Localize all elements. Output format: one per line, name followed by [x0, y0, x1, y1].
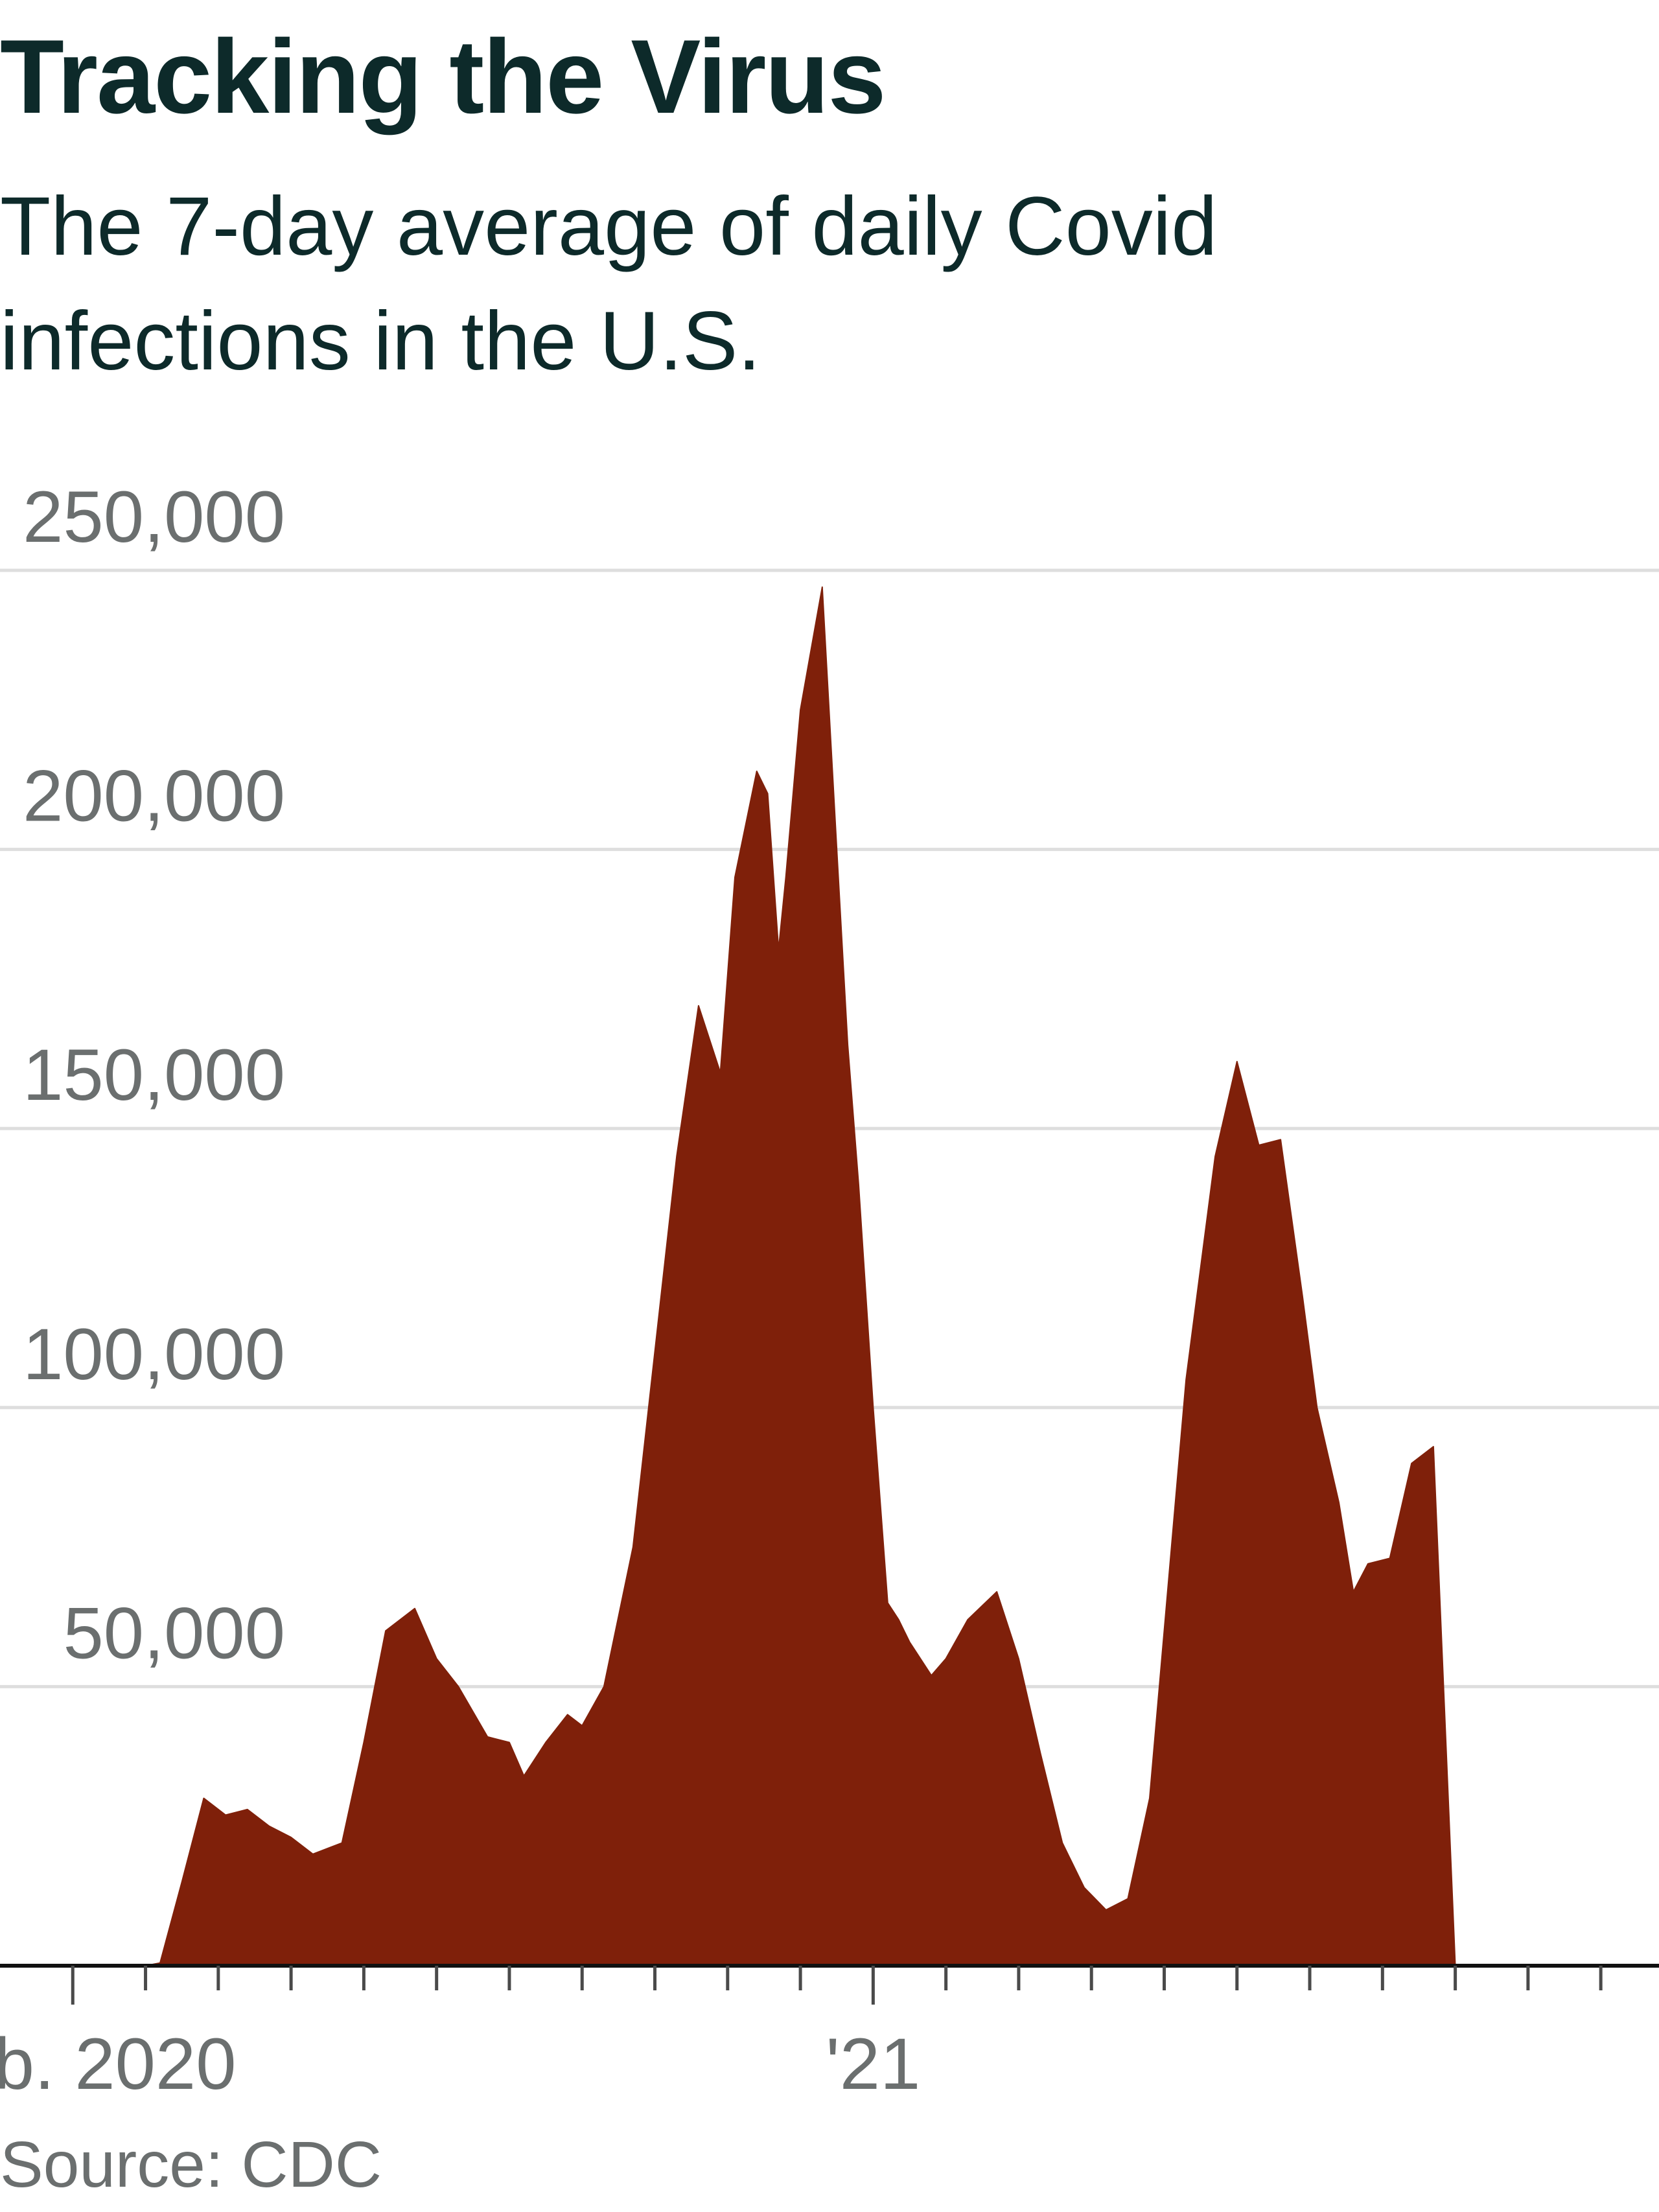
source-note: Source: CDC — [0, 2128, 382, 2201]
y-tick-label-50000: 50,000 — [63, 1592, 285, 1673]
y-tick-label-250000: 250,000 — [23, 476, 285, 557]
x-axis-labels: Feb. 2020 '21 — [0, 2023, 920, 2104]
chart-title: Tracking the Virus — [0, 18, 887, 135]
x-tick-label-12: '21 — [826, 2023, 920, 2104]
x-tick-label-1: Feb. 2020 — [0, 2023, 236, 2104]
y-tick-label-200000: 200,000 — [23, 756, 285, 837]
x-axis — [0, 1964, 1659, 2005]
chart-subtitle: The 7-day average of daily Covid infecti… — [0, 180, 1218, 388]
y-tick-label-150000: 150,000 — [23, 1034, 285, 1115]
y-tick-label-100000: 100,000 — [23, 1314, 285, 1395]
